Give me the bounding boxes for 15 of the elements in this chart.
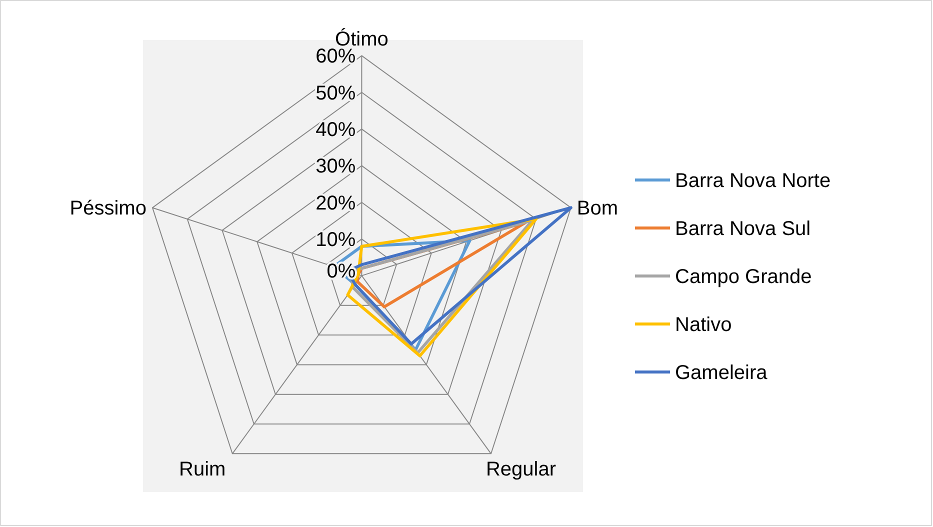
spoke-label: Regular xyxy=(486,458,556,481)
legend-label: Barra Nova Sul xyxy=(675,218,811,240)
legend-label: Campo Grande xyxy=(675,266,812,288)
spoke-label: Péssimo xyxy=(70,198,146,220)
legend-label: Nativo xyxy=(675,314,732,336)
y-tick-label: 50% xyxy=(316,82,356,104)
spoke-label: Bom xyxy=(576,198,618,220)
spoke-label: Ruim xyxy=(179,458,226,481)
y-tick-label: 10% xyxy=(316,229,356,252)
legend-label: Barra Nova Norte xyxy=(675,170,831,192)
y-tick-label: 30% xyxy=(316,156,356,178)
y-tick-label: 60% xyxy=(316,46,356,68)
y-tick-label: 20% xyxy=(316,192,356,214)
y-tick-label: 40% xyxy=(316,119,356,142)
legend-label: Gameleira xyxy=(675,362,768,384)
